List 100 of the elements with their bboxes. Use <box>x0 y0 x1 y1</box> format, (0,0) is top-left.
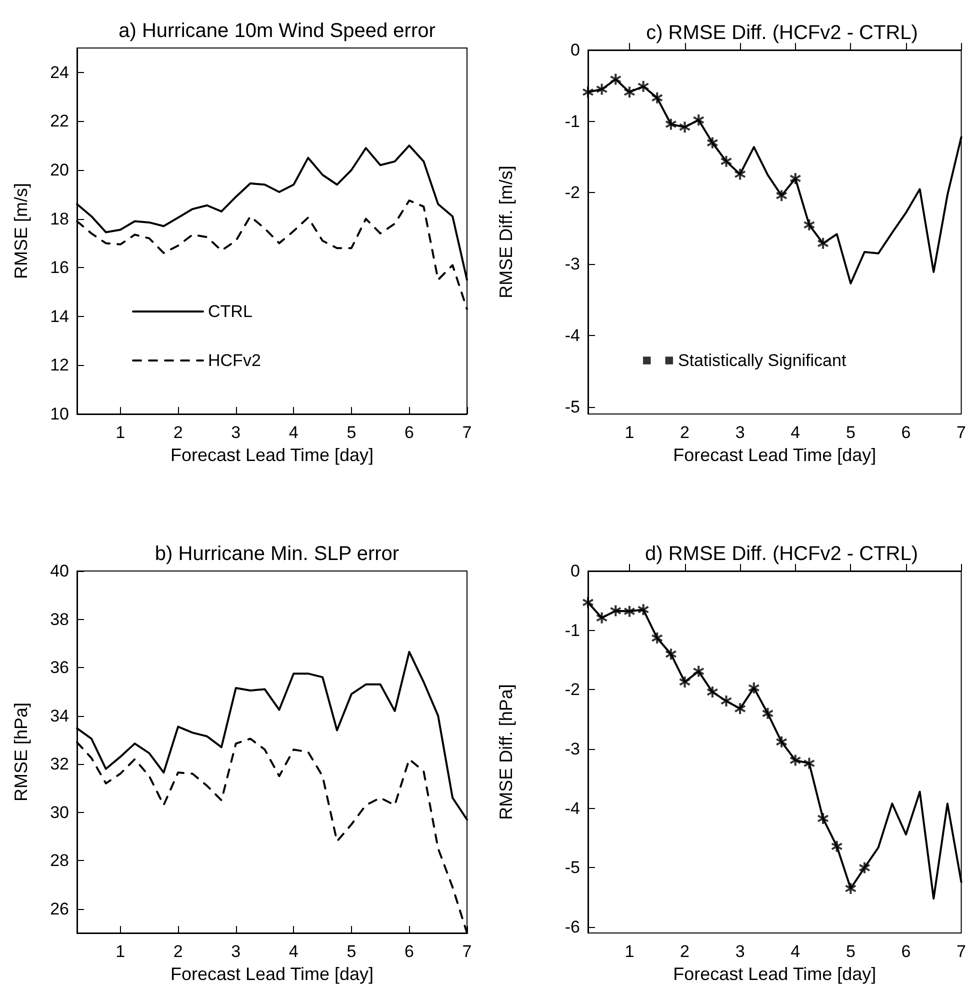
y-tick-label: 16 <box>50 258 69 278</box>
y-tick-label: 28 <box>50 851 69 870</box>
point <box>776 736 788 748</box>
point <box>720 695 732 706</box>
x-tick-label: 4 <box>790 423 800 442</box>
point <box>831 840 842 852</box>
point <box>845 882 856 894</box>
y-tick-label: 24 <box>50 62 69 82</box>
y-tick-label: -1 <box>564 620 580 640</box>
y-tick-label: 36 <box>50 658 69 678</box>
point <box>624 606 635 617</box>
x-tick-label: 1 <box>116 942 126 961</box>
x-tick-label: 2 <box>680 423 690 442</box>
legend-label: Statistically Significant <box>678 351 846 370</box>
legend-label: HCFv2 <box>208 351 261 370</box>
y-tick-label: 14 <box>50 306 69 326</box>
point <box>693 114 704 126</box>
y-tick-label: -3 <box>564 740 580 759</box>
y-tick-label: 20 <box>50 160 69 180</box>
x-tick-label: 5 <box>346 423 356 442</box>
y-tick-label: -3 <box>564 254 580 274</box>
y-tick-label: -4 <box>564 326 580 345</box>
chart-title: d) RMSE Diff. (HCFv2 - CTRL) <box>645 543 918 565</box>
point <box>665 648 676 660</box>
point <box>818 238 829 249</box>
y-tick-label: -6 <box>564 918 580 937</box>
x-tick-label: 7 <box>956 423 966 442</box>
point <box>720 156 732 167</box>
x-tick-label: 4 <box>288 423 298 442</box>
point <box>776 190 788 202</box>
point <box>693 666 704 677</box>
x-tick-label: 6 <box>404 942 414 961</box>
point <box>804 219 815 230</box>
y-tick-label: 18 <box>50 209 69 228</box>
x-tick-label: 4 <box>790 942 800 961</box>
chart-title: c) RMSE Diff. (HCFv2 - CTRL) <box>646 22 918 44</box>
y-tick-label: 34 <box>50 706 69 726</box>
x-axis-title: Forecast Lead Time [day] <box>170 964 374 984</box>
point <box>762 708 774 719</box>
y-axis-title: RMSE Diff. [m/s] <box>496 166 516 298</box>
point <box>804 758 815 769</box>
x-tick-label: 4 <box>288 942 298 961</box>
x-tick-label: 5 <box>846 942 856 961</box>
point <box>652 92 663 104</box>
y-tick-label: -1 <box>564 112 580 131</box>
point <box>596 84 608 95</box>
point <box>818 812 829 824</box>
y-tick-label: 12 <box>50 356 69 375</box>
x-tick-label: 6 <box>901 942 911 961</box>
x-tick-label: 3 <box>231 423 241 442</box>
x-tick-label: 2 <box>173 423 183 442</box>
point <box>679 122 690 133</box>
point <box>748 682 760 694</box>
x-tick-label: 7 <box>462 942 472 961</box>
point <box>790 754 801 766</box>
x-tick-label: 5 <box>346 942 356 961</box>
point <box>582 596 594 608</box>
x-tick-label: 3 <box>231 942 241 961</box>
x-tick-label: 3 <box>735 942 745 961</box>
point <box>582 86 594 98</box>
y-tick-label: 30 <box>50 802 69 822</box>
y-tick-label: 32 <box>50 754 69 774</box>
chart-title: b) Hurricane Min. SLP error <box>154 543 400 565</box>
x-tick-label: 5 <box>846 423 856 442</box>
y-tick-label: 0 <box>570 40 580 60</box>
y-tick-label: -5 <box>564 397 580 416</box>
legend-label: CTRL <box>208 302 252 321</box>
y-tick-label: 40 <box>50 562 69 580</box>
x-tick-label: 1 <box>116 423 126 442</box>
y-tick-label: -2 <box>564 680 580 700</box>
x-tick-label: 7 <box>462 423 472 442</box>
y-axis-title: RMSE Diff. [hPa] <box>496 684 516 820</box>
x-tick-label: 3 <box>735 423 745 442</box>
y-tick-label: 26 <box>50 899 69 918</box>
point <box>679 676 690 688</box>
x-tick-label: 1 <box>624 942 634 961</box>
point <box>706 686 718 698</box>
x-tick-label: 7 <box>956 942 966 961</box>
y-tick-label: 38 <box>50 610 69 629</box>
y-tick-label: -2 <box>564 183 580 202</box>
x-tick-label: 6 <box>404 423 414 442</box>
point <box>610 74 622 85</box>
y-tick-label: 10 <box>50 404 69 424</box>
point <box>859 862 870 874</box>
x-axis-title: Forecast Lead Time [day] <box>673 964 876 984</box>
point <box>624 86 635 98</box>
x-tick-label: 2 <box>173 942 183 961</box>
point <box>665 118 676 130</box>
point <box>638 604 649 616</box>
y-axis-title: RMSE [hPa] <box>11 702 31 802</box>
x-axis-title: Forecast Lead Time [day] <box>170 445 374 465</box>
point <box>610 605 622 616</box>
x-tick-label: 1 <box>624 423 634 442</box>
chart-title: a) Hurricane 10m Wind Speed error <box>118 20 436 42</box>
x-axis-title: Forecast Lead Time [day] <box>673 445 876 465</box>
point <box>652 632 663 644</box>
y-tick-label: 0 <box>570 562 580 580</box>
point <box>734 703 746 714</box>
point <box>706 137 718 148</box>
y-tick-label: -5 <box>564 858 580 878</box>
